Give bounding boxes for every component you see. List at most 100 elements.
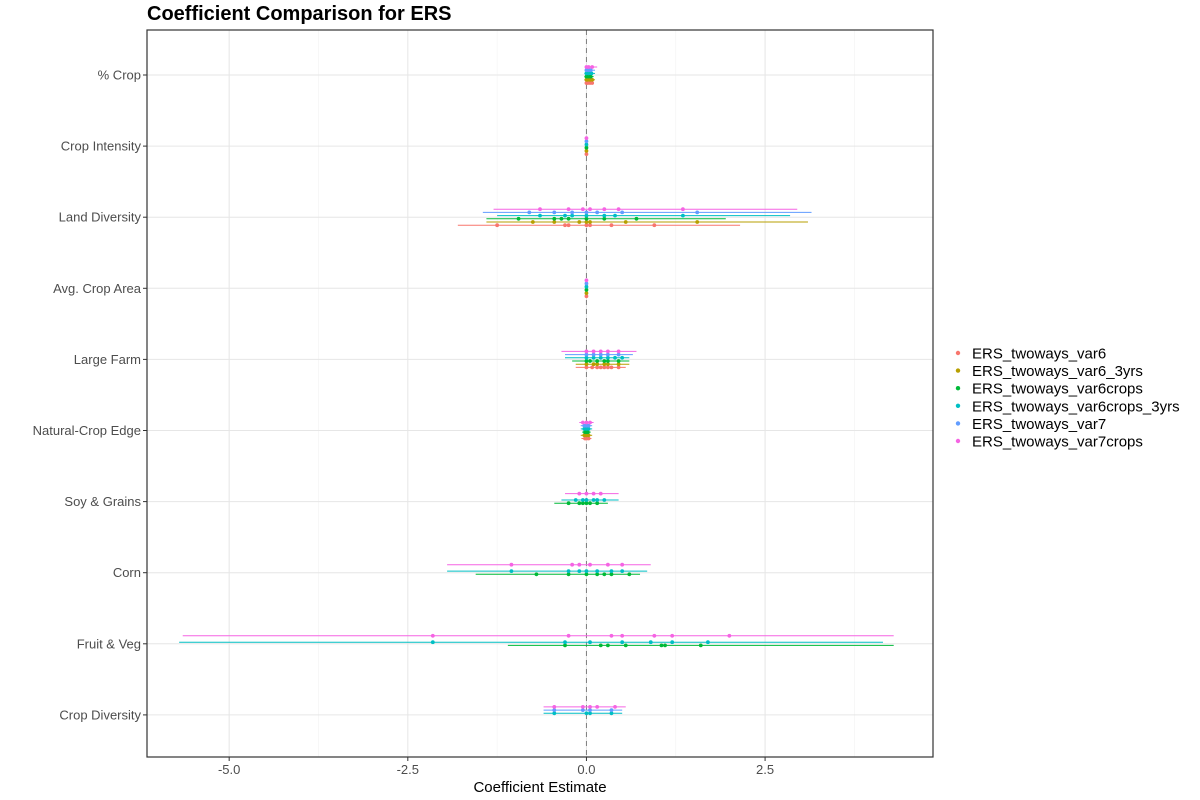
y-axis: % Crop Crop Intensity Land Diversity Avg. C… [33,68,147,722]
coefficient-point [584,281,589,286]
coefficient-point [584,362,589,367]
coefficient-point [595,569,600,573]
coefficient-point [586,65,591,69]
coefficient-point [580,420,585,425]
coefficient-point [584,359,589,363]
coefficient-point [595,362,600,367]
coefficient-point [584,572,589,577]
legend: ERS_twoways_var6ERS_twoways_var6_3yrsERS… [955,346,1180,451]
coefficient-point [595,365,600,370]
coefficient-point [588,74,593,79]
coefficient-point [609,572,614,577]
coefficient-point [595,210,600,215]
coefficient-point [591,349,596,354]
legend-item: ERS_twoways_var7 [955,416,1106,433]
coefficient-point [577,569,582,573]
coefficient-point [663,643,667,648]
coefficient-point [584,420,589,425]
coefficient-point [670,633,675,638]
y-tick-label: Avg. Crop Area [53,281,142,296]
coefficient-point [586,427,591,431]
coefficient-point [609,569,614,573]
y-tick-label: Crop Intensity [61,139,142,154]
coefficient-point [552,210,557,215]
coefficient-point [588,705,592,709]
coefficient-point [620,355,625,360]
coefficient-point [602,572,607,577]
coefficient-point [584,352,589,357]
x-tick-label: 2.5 [756,762,774,777]
coefficient-point [584,210,589,215]
coefficient-point [605,362,610,367]
coefficient-point [559,216,564,221]
coefficient-point [620,640,625,645]
coefficient-point [563,640,567,645]
coefficient-point [616,365,621,370]
coefficient-point [580,708,585,712]
coefficient-point [613,213,617,218]
coefficient-point [588,562,592,567]
coefficient-point [566,223,571,228]
coefficient-point [590,81,595,85]
coefficient-point [681,207,685,212]
coefficient-point [706,640,710,645]
coefficient-point [659,643,664,648]
y-tick-label: Large Farm [74,352,141,367]
coefficient-point [584,216,589,221]
coefficient-point [566,216,571,221]
coefficient-point [566,569,571,573]
x-axis: -5.0 -2.5 0.0 2.5 [218,757,774,777]
y-tick-label: Crop Diversity [59,707,141,722]
coefficient-point [586,433,591,438]
legend-key [955,438,961,444]
coefficient-point [595,501,600,506]
x-tick-label: -5.0 [218,762,240,777]
legend-item: ERS_twoways_var6crops [955,381,1143,398]
coefficient-point [563,223,567,228]
coefficient-point [602,359,607,363]
coefficient-point [573,498,578,502]
coefficient-point [584,220,589,224]
series-ERS_twoways_var6 [457,81,741,441]
coefficient-point [584,139,589,144]
coefficient-point [623,220,628,224]
coefficient-point [584,288,589,292]
coefficient-point [577,491,582,496]
y-tick-label: Fruit & Veg [77,636,141,651]
legend-label: ERS_twoways_var6crops_3yrs [972,398,1180,415]
chart-title: Coefficient Comparison for ERS [147,3,452,25]
coefficient-point [620,633,625,638]
coefficient-point [516,216,521,221]
coefficient-point [584,365,589,370]
coefficient-point [538,207,542,212]
coefficient-point [598,355,603,360]
y-tick-label: Natural-Crop Edge [33,423,141,438]
coefficient-point [588,708,592,712]
coefficient-point [602,213,607,218]
x-axis-title: Coefficient Estimate [473,779,606,796]
coefficient-point [727,633,732,638]
series-ERS_twoways_var6crops_3yrs [179,71,883,716]
coefficient-point [616,359,621,363]
coefficient-point [605,355,610,360]
coefficient-point [595,498,600,502]
coefficient-point [584,569,589,573]
coefficient-point [591,498,596,502]
coefficient-point [588,420,592,425]
coefficient-point [590,77,595,82]
coefficient-point [430,640,435,645]
coefficient-point [563,643,567,648]
coefficient-point [598,349,603,354]
coefficient-point [588,711,592,716]
y-tick-label: % Crop [98,68,141,83]
coefficient-point [584,294,589,299]
legend-label: ERS_twoways_var7crops [972,434,1143,451]
legend-item: ERS_twoways_var7crops [955,434,1143,451]
coefficient-point [591,491,596,496]
coefficient-point [595,572,600,577]
legend-key [955,368,961,373]
legend-label: ERS_twoways_var6_3yrs [972,363,1143,380]
coefficient-point [602,362,607,367]
coefficient-point [577,220,582,224]
